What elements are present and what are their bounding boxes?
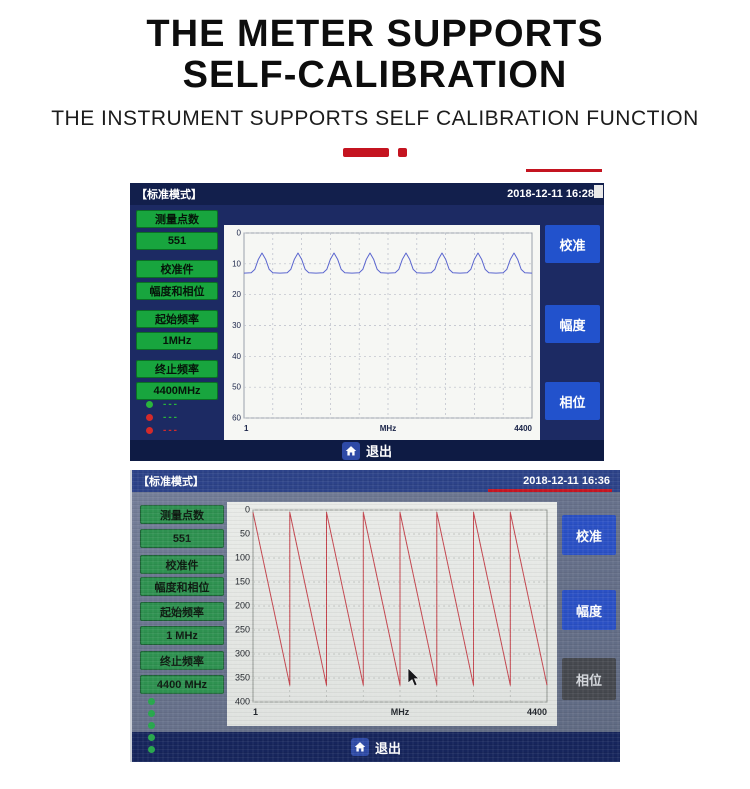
instrument-screen-1: 【标准模式】 2018-12-11 16:28 测量点数 551 校准件 幅度和…	[130, 169, 604, 461]
exit-button[interactable]: 退出	[350, 738, 401, 757]
x-tick-label: 4400	[527, 707, 547, 717]
amplitude-button[interactable]: 幅度	[562, 590, 616, 630]
indicator-dot	[146, 401, 153, 408]
red-divider-dot	[398, 148, 407, 157]
x-tick-label: 4400	[514, 424, 532, 433]
page-title: THE METER SUPPORTS SELF-CALIBRATION	[0, 13, 750, 97]
indicator-dot	[146, 427, 153, 434]
y-tick-label: 40	[232, 352, 241, 361]
indicator-dashes: ---	[163, 425, 179, 436]
amp-phase-button[interactable]: 幅度和相位	[136, 282, 218, 300]
y-tick-label: 350	[235, 673, 250, 683]
home-icon	[341, 441, 360, 460]
y-tick-label: 400	[235, 697, 250, 707]
x-axis-label: MHz	[380, 424, 396, 433]
red-divider-bar	[343, 148, 389, 157]
stop-freq-button[interactable]: 终止频率	[136, 360, 218, 378]
phase-button[interactable]: 相位	[545, 382, 600, 420]
mouse-cursor	[407, 667, 421, 693]
indicator-row: ---	[146, 399, 179, 410]
x-tick-label: 1	[244, 424, 249, 433]
exit-label: 退出	[365, 444, 392, 459]
status-dot	[148, 710, 155, 717]
status-dot	[148, 734, 155, 741]
x-tick-label: 1	[253, 707, 258, 717]
amplitude-button[interactable]: 幅度	[545, 305, 600, 343]
y-tick-label: 20	[232, 290, 241, 299]
amp-phase-button[interactable]: 幅度和相位	[140, 577, 224, 596]
cal-kit-button[interactable]: 校准件	[140, 555, 224, 574]
home-icon	[350, 738, 369, 756]
measure-points-button[interactable]: 测量点数	[140, 505, 224, 524]
start-freq-button[interactable]: 起始频率	[140, 602, 224, 621]
screen1-bottom-bar: 退出	[130, 440, 604, 461]
start-freq-button[interactable]: 起始频率	[136, 310, 218, 328]
indicator-dashes: ---	[163, 399, 179, 410]
amplitude-chart: 0 10 20 30 40 50 601 MHz 4400	[232, 229, 533, 434]
calibration-amplitude-trace	[243, 252, 533, 274]
x-axis-label: MHz	[391, 707, 410, 717]
measure-points-value[interactable]: 551	[140, 529, 224, 548]
y-tick-label: 50	[232, 383, 241, 392]
page-title-line2: SELF-CALIBRATION	[182, 54, 568, 97]
indicator-row: ---	[146, 412, 179, 423]
screen1-header: 【标准模式】 2018-12-11 16:28	[130, 183, 604, 205]
stop-freq-value[interactable]: 4400MHz	[136, 382, 218, 400]
start-freq-value[interactable]: 1 MHz	[140, 626, 224, 645]
timestamp: 2018-12-11 16:36	[523, 475, 610, 487]
measure-points-value[interactable]: 551	[136, 232, 218, 250]
exit-label: 退出	[374, 740, 401, 756]
status-dot-list	[148, 698, 155, 753]
calibrate-button[interactable]: 校准	[545, 225, 600, 263]
y-tick-label: 0	[245, 505, 250, 515]
cal-kit-button[interactable]: 校准件	[136, 260, 218, 278]
status-dot	[148, 698, 155, 705]
status-dot	[148, 722, 155, 729]
calibration-phase-trace	[252, 511, 548, 686]
chart-area-phase: 0 50 100 150 200 250 300 350 400 1 MHz 4400	[227, 502, 557, 726]
red-accent-line-under-timestamp	[488, 489, 612, 492]
red-accent-line-top	[526, 169, 602, 172]
y-tick-label: 200	[235, 601, 250, 611]
y-tick-label: 60	[232, 414, 241, 423]
page-title-line1: THE METER SUPPORTS	[146, 13, 604, 55]
screen2-bottom-bar: 退出	[132, 732, 620, 762]
exit-button[interactable]: 退出	[341, 441, 392, 460]
page-subtitle: THE INSTRUMENT SUPPORTS SELF CALIBRATION…	[51, 107, 699, 130]
indicator-dashes: ---	[163, 412, 179, 423]
y-tick-label: 50	[240, 529, 250, 539]
y-tick-label: 300	[235, 649, 250, 659]
timestamp: 2018-12-11 16:28	[507, 188, 594, 200]
plot-frame	[243, 232, 533, 419]
chart-area-amplitude: 0 10 20 30 40 50 60 1 MHz 4400	[224, 225, 540, 440]
stop-freq-button[interactable]: 终止频率	[140, 651, 224, 670]
instrument-screen-2: 【标准模式】 2018-12-11 16:36 测量点数 551 校准件 幅度和…	[130, 470, 620, 762]
phase-button[interactable]: 相位	[562, 658, 616, 700]
y-tick-label: 0	[237, 229, 242, 238]
indicator-dot	[146, 414, 153, 421]
calibrate-button[interactable]: 校准	[562, 515, 616, 555]
start-freq-value[interactable]: 1MHz	[136, 332, 218, 350]
y-tick-label: 30	[232, 321, 241, 330]
y-tick-label: 250	[235, 625, 250, 635]
status-dot	[148, 746, 155, 753]
measure-points-button[interactable]: 测量点数	[136, 210, 218, 228]
y-tick-label: 100	[235, 553, 250, 563]
stop-freq-value[interactable]: 4400 MHz	[140, 675, 224, 694]
screen2-header: 【标准模式】 2018-12-11 16:36	[132, 470, 620, 492]
mode-label: 【标准模式】	[138, 476, 204, 488]
indicator-row: ---	[146, 425, 179, 436]
mode-label: 【标准模式】	[136, 189, 202, 201]
header-corner-mark	[594, 185, 603, 198]
y-tick-label: 150	[235, 577, 250, 587]
y-tick-label: 10	[232, 259, 241, 268]
red-divider	[0, 148, 750, 157]
